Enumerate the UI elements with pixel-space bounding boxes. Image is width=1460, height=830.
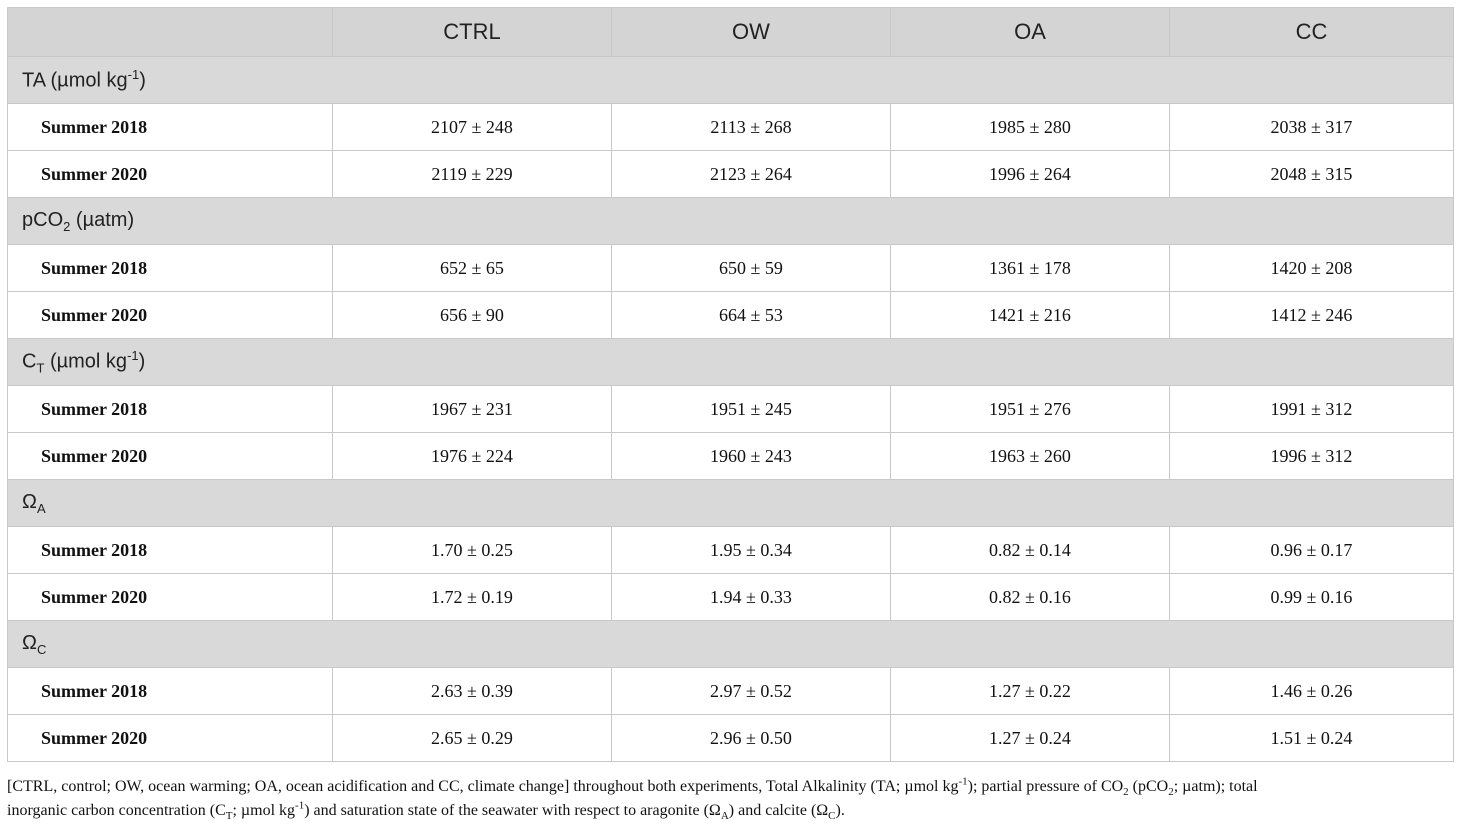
table-cell: 1996 ± 264 [890,150,1170,198]
header-cell-ow: OW [611,7,891,57]
row-label: Summer 2020 [7,291,333,339]
table-cell: 1.70 ± 0.25 [332,526,612,574]
table-row: Summer 2018 2107 ± 248 2113 ± 268 1985 ±… [7,103,1454,151]
group-row-omega-calcite: ΩC [7,620,1454,668]
header-cell-ctrl: CTRL [332,7,612,57]
group-label-pco2: pCO2 (µatm) [7,197,1454,245]
carbonate-chemistry-table: CTRL OW OA CC TA (µmol kg-1) Summer 2018… [7,7,1454,762]
table-cell: 1421 ± 216 [890,291,1170,339]
row-label: Summer 2018 [7,667,333,715]
group-row-ta: TA (µmol kg-1) [7,56,1454,104]
table-cell: 1960 ± 243 [611,432,891,480]
table-cell: 2107 ± 248 [332,103,612,151]
table-cell: 1.72 ± 0.19 [332,573,612,621]
group-row-ct: CT (µmol kg-1) [7,338,1454,386]
table-row: Summer 2020 1976 ± 224 1960 ± 243 1963 ±… [7,432,1454,480]
table-cell: 0.99 ± 0.16 [1169,573,1454,621]
group-label-omega-calcite: ΩC [7,620,1454,668]
table-row: Summer 2018 1967 ± 231 1951 ± 245 1951 ±… [7,385,1454,433]
table-cell: 1951 ± 245 [611,385,891,433]
table-footnote: [CTRL, control; OW, ocean warming; OA, o… [7,775,1258,823]
table-cell: 656 ± 90 [332,291,612,339]
table-cell: 0.96 ± 0.17 [1169,526,1454,574]
table-cell: 2.97 ± 0.52 [611,667,891,715]
table-cell: 2048 ± 315 [1169,150,1454,198]
table-cell: 2038 ± 317 [1169,103,1454,151]
row-label: Summer 2018 [7,244,333,292]
row-label: Summer 2018 [7,103,333,151]
table-cell: 650 ± 59 [611,244,891,292]
row-label: Summer 2020 [7,573,333,621]
group-label-ta: TA (µmol kg-1) [7,56,1454,104]
table-cell: 1.27 ± 0.22 [890,667,1170,715]
table-row: Summer 2020 656 ± 90 664 ± 53 1421 ± 216… [7,291,1454,339]
table-row: Summer 2018 1.70 ± 0.25 1.95 ± 0.34 0.82… [7,526,1454,574]
table-cell: 1.51 ± 0.24 [1169,714,1454,762]
table-cell: 0.82 ± 0.16 [890,573,1170,621]
table-cell: 1361 ± 178 [890,244,1170,292]
header-cell-oa: OA [890,7,1170,57]
table-cell: 1963 ± 260 [890,432,1170,480]
row-label: Summer 2020 [7,714,333,762]
row-label: Summer 2020 [7,432,333,480]
table-cell: 1976 ± 224 [332,432,612,480]
header-cell-empty [7,7,333,57]
row-label: Summer 2018 [7,526,333,574]
table-cell: 1.27 ± 0.24 [890,714,1170,762]
table-row: Summer 2020 1.72 ± 0.19 1.94 ± 0.33 0.82… [7,573,1454,621]
group-label-omega-aragonite: ΩA [7,479,1454,527]
header-cell-cc: CC [1169,7,1454,57]
group-row-omega-aragonite: ΩA [7,479,1454,527]
table-cell: 2119 ± 229 [332,150,612,198]
table-row: Summer 2018 2.63 ± 0.39 2.97 ± 0.52 1.27… [7,667,1454,715]
table-row: Summer 2018 652 ± 65 650 ± 59 1361 ± 178… [7,244,1454,292]
table-cell: 664 ± 53 [611,291,891,339]
group-row-pco2: pCO2 (µatm) [7,197,1454,245]
table-cell: 2.63 ± 0.39 [332,667,612,715]
table-cell: 2113 ± 268 [611,103,891,151]
table-cell: 2.65 ± 0.29 [332,714,612,762]
row-label: Summer 2018 [7,385,333,433]
table-cell: 1996 ± 312 [1169,432,1454,480]
table-cell: 1967 ± 231 [332,385,612,433]
table-row: Summer 2020 2.65 ± 0.29 2.96 ± 0.50 1.27… [7,714,1454,762]
row-label: Summer 2020 [7,150,333,198]
table-cell: 1991 ± 312 [1169,385,1454,433]
table-cell: 0.82 ± 0.14 [890,526,1170,574]
table-header-row: CTRL OW OA CC [7,7,1454,57]
table-row: Summer 2020 2119 ± 229 2123 ± 264 1996 ±… [7,150,1454,198]
table-cell: 1420 ± 208 [1169,244,1454,292]
table-cell: 1985 ± 280 [890,103,1170,151]
data-table-container: CTRL OW OA CC TA (µmol kg-1) Summer 2018… [7,7,1454,762]
table-cell: 652 ± 65 [332,244,612,292]
table-cell: 1951 ± 276 [890,385,1170,433]
group-label-ct: CT (µmol kg-1) [7,338,1454,386]
table-cell: 1.46 ± 0.26 [1169,667,1454,715]
table-cell: 1412 ± 246 [1169,291,1454,339]
table-cell: 1.95 ± 0.34 [611,526,891,574]
table-cell: 2123 ± 264 [611,150,891,198]
table-cell: 1.94 ± 0.33 [611,573,891,621]
table-cell: 2.96 ± 0.50 [611,714,891,762]
